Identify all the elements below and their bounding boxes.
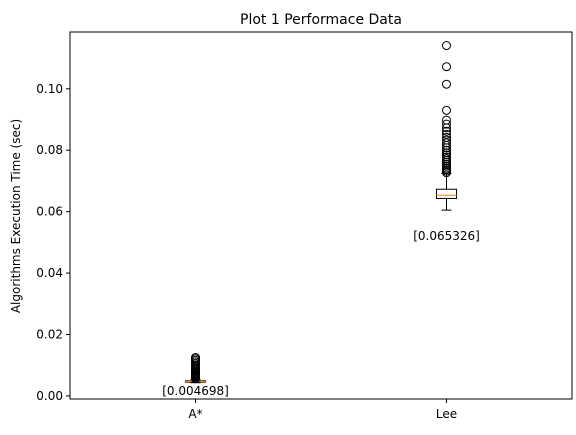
- y-tick-label: 0.06: [36, 205, 63, 219]
- flier-point: [442, 135, 451, 145]
- median-annotation: [0.004698]: [162, 384, 229, 398]
- y-axis-label: Algorithms Execution Time (sec): [9, 119, 23, 313]
- flier-point: [442, 41, 451, 51]
- flier-point: [442, 115, 451, 125]
- iqr-box: [435, 188, 458, 199]
- y-tick-label: 0.08: [36, 143, 63, 157]
- flier-point: [442, 150, 451, 160]
- plot-area: 0.00 0.02 0.04 0.06 0.08 0.10 A* Lee [0.004698] […: [36, 41, 480, 421]
- flier-point: [442, 138, 451, 148]
- flier-point: [442, 126, 451, 136]
- x-tick-label: A*: [188, 407, 202, 421]
- flier-point: [442, 145, 451, 155]
- chart-title: Plot 1 Performace Data: [240, 12, 402, 28]
- plot-frame: [69, 31, 573, 400]
- flier-point: [442, 62, 451, 72]
- x-tick-label: Lee: [436, 407, 457, 421]
- median-annotation: [0.065326]: [413, 229, 480, 243]
- flier-point: [442, 132, 451, 142]
- flier-point: [442, 105, 451, 115]
- flier-point: [191, 353, 200, 363]
- y-tick-label: 0.04: [36, 266, 63, 280]
- flier-point: [442, 148, 451, 158]
- y-tick-label: 0.10: [36, 82, 63, 96]
- flier-point: [442, 119, 451, 129]
- flier-point: [442, 79, 451, 89]
- flier-point: [442, 152, 451, 162]
- flier-point: [442, 129, 451, 139]
- y-tick-label: 0.02: [36, 328, 63, 342]
- y-tick-label: 0.00: [36, 389, 63, 403]
